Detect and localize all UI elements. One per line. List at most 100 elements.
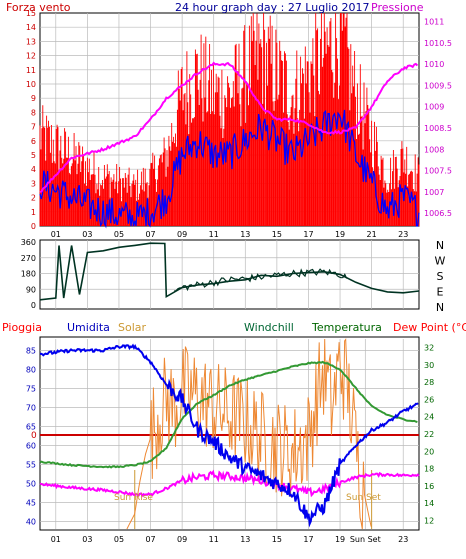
label-temperatura: Temperatura — [311, 321, 382, 334]
x-tick-label: 19 — [335, 535, 345, 544]
left-tick-label: 8 — [31, 108, 36, 117]
label-pioggia: Pioggia — [2, 321, 42, 334]
temperature-tick-label: 32 — [424, 344, 434, 353]
x-tick-label: 01 — [51, 535, 61, 544]
direction-tick-label: 360 — [21, 238, 36, 247]
left-tick-label: 12 — [26, 52, 36, 61]
temperature-tick-label: 20 — [424, 447, 434, 456]
left-tick-label: 14 — [26, 23, 36, 32]
chart-title: 24 hour graph day : 27 Luglio 2017 — [175, 1, 370, 14]
x-tick-label: 05 — [114, 535, 124, 544]
direction-jitter — [174, 268, 348, 292]
direction-panel-frame — [39, 239, 420, 310]
left-tick-label: 7 — [31, 123, 36, 132]
x-tick-label: 03 — [82, 230, 92, 239]
x-tick-label: 13 — [240, 535, 250, 544]
humidity-tick-label: 45 — [26, 498, 36, 507]
x-tick-label: 07 — [145, 230, 155, 239]
x-tick-label: 07 — [145, 535, 155, 544]
x-tick-label: 19 — [335, 230, 345, 239]
label-solar: Solar — [118, 321, 147, 334]
temperature-line — [39, 360, 418, 469]
right-tick-label: 1006.5 — [424, 209, 452, 218]
x-tick-label: 13 — [240, 230, 250, 239]
direction-tick-label: 90 — [26, 285, 36, 294]
bottom-plot — [39, 338, 420, 530]
x-tick-label: 17 — [303, 535, 313, 544]
right-tick-label: 1007 — [424, 188, 444, 197]
right-axis-label: Pressione — [371, 1, 424, 14]
bottom-axis-labels: 40 45 50 55 60 65 70 75 80 85 12 14 16 18 20 22 24 26 28 30… — [26, 344, 434, 544]
wind-speed-line — [39, 109, 420, 229]
direction-line — [39, 242, 420, 301]
annotation-sun-set: Sun Set — [346, 493, 381, 503]
right-tick-label: 1007.5 — [424, 167, 452, 176]
humidity-tick-label: 50 — [26, 479, 36, 488]
pressure-line — [39, 61, 419, 193]
x-tick-label: 15 — [272, 230, 282, 239]
x-tick-label: 09 — [177, 535, 187, 544]
compass-label: S — [437, 270, 444, 283]
temperature-tick-label: 12 — [424, 516, 434, 525]
temperature-tick-label: 22 — [424, 430, 434, 439]
compass-label: N — [436, 301, 444, 314]
right-tick-label: 1011 — [424, 18, 444, 27]
direction-tick-label: 0 — [31, 301, 36, 310]
temperature-tick-label: 24 — [424, 413, 434, 422]
left-tick-label: 11 — [26, 66, 36, 75]
x-tick-label: 11 — [209, 230, 219, 239]
left-tick-label: 9 — [31, 94, 36, 103]
temperature-tick-label: 30 — [424, 361, 434, 370]
humidity-tick-label: 65 — [26, 422, 36, 431]
top-plot — [39, 13, 420, 229]
left-tick-label: 1 — [31, 208, 36, 217]
x-tick-label: 11 — [209, 535, 219, 544]
humidity-tick-label: 70 — [26, 403, 36, 412]
annotation-sun-rise: Sun Rise — [114, 493, 153, 503]
humidity-tick-label: 55 — [26, 460, 36, 469]
x-tick-label: 05 — [114, 230, 124, 239]
direction-plot — [39, 242, 420, 301]
solar-line — [126, 338, 372, 530]
humidity-tick-label: 40 — [26, 517, 36, 526]
left-tick-label: 3 — [31, 179, 36, 188]
humidity-tick-label: 80 — [26, 365, 36, 374]
x-tick-label: 23 — [398, 535, 408, 544]
right-tick-label: 1010 — [424, 60, 444, 69]
x-tick-label: 09 — [177, 230, 187, 239]
direction-tick-label: 270 — [21, 254, 36, 263]
humidity-tick-label: 75 — [26, 384, 36, 393]
right-tick-label: 1009 — [424, 103, 444, 112]
rain-zero-label: 0 — [31, 431, 37, 441]
right-tick-label: 1008 — [424, 145, 444, 154]
compass-label: E — [437, 286, 444, 299]
left-tick-label: 13 — [26, 37, 36, 46]
compass-label: W — [435, 255, 446, 268]
right-tick-label: 1009.5 — [424, 81, 452, 90]
temperature-tick-label: 26 — [424, 395, 434, 404]
x-tick-label: Sun Set — [350, 535, 381, 544]
left-tick-label: 0 — [31, 222, 36, 231]
x-tick-label: 17 — [303, 230, 313, 239]
x-tick-label: 23 — [398, 230, 408, 239]
dew-point-line — [39, 469, 420, 498]
label-umidita: Umidita — [67, 321, 110, 334]
humidity-tick-label: 85 — [26, 346, 36, 355]
direction-tick-label: 180 — [21, 270, 36, 279]
left-tick-label: 5 — [31, 151, 36, 160]
temperature-tick-label: 28 — [424, 378, 434, 387]
left-axis-label: Forza vento — [6, 1, 71, 14]
left-tick-label: 4 — [31, 165, 36, 174]
left-tick-label: 2 — [31, 194, 36, 203]
left-tick-label: 6 — [31, 137, 36, 146]
humidity-tick-label: 60 — [26, 441, 36, 450]
right-tick-label: 1008.5 — [424, 124, 452, 133]
temperature-tick-label: 16 — [424, 482, 434, 491]
compass-label: N — [436, 239, 444, 252]
x-tick-label: 15 — [272, 535, 282, 544]
left-tick-label: 10 — [26, 80, 36, 89]
left-tick-label: 15 — [26, 9, 36, 18]
x-tick-label: 01 — [51, 230, 61, 239]
